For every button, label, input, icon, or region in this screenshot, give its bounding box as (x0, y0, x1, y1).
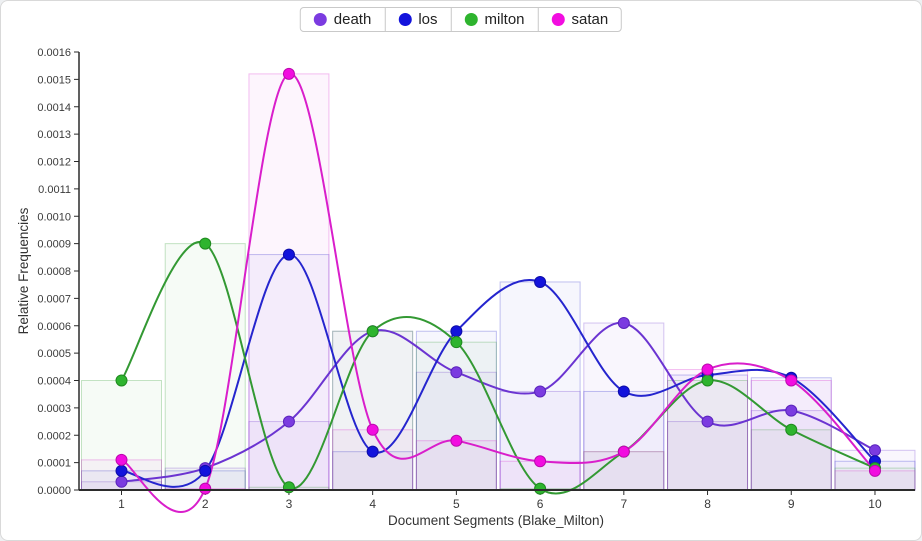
bar-los-3 (248, 254, 330, 491)
marker-satan-3[interactable] (282, 67, 295, 80)
y-tick-label: 0.0005 (37, 348, 71, 360)
marker-milton-3[interactable] (282, 481, 295, 494)
y-axis-title: Relative Frequencies (16, 207, 31, 334)
y-tick-label: 0.0008 (37, 266, 71, 278)
bar-milton-8 (667, 380, 749, 491)
marker-satan-7[interactable] (617, 445, 630, 458)
legend-swatch-los-icon (398, 13, 412, 26)
y-tick-label: 0.0011 (38, 184, 71, 196)
x-axis: 1 2 3 4 5 6 7 8 9 10 (118, 490, 882, 511)
legend-item-milton[interactable]: milton (450, 8, 538, 31)
marker-death-5[interactable] (450, 366, 463, 379)
marker-milton-8[interactable] (701, 374, 714, 387)
marker-milton-9[interactable] (785, 423, 798, 436)
marker-milton-4[interactable] (366, 325, 379, 338)
bar-milton-2 (164, 243, 246, 491)
y-axis: 0.0000 0.0001 0.0002 0.0003 0.0004 0.0005 0.00… (37, 47, 79, 497)
marker-satan-5[interactable] (450, 434, 463, 447)
marker-death-9[interactable] (785, 404, 798, 417)
x-tick-label: 5 (453, 497, 460, 511)
legend-item-satan[interactable]: satan (537, 8, 622, 31)
y-tick-label: 0.0015 (37, 74, 71, 86)
bar-los-5 (415, 330, 497, 491)
marker-los-1[interactable] (115, 464, 128, 477)
y-tick-label: 0.0014 (37, 102, 71, 114)
bar-milton-4 (332, 330, 414, 491)
marker-milton-1[interactable] (115, 374, 128, 387)
x-tick-label: 7 (620, 497, 627, 511)
marker-satan-8[interactable] (701, 363, 714, 376)
marker-death-6[interactable] (534, 385, 547, 398)
x-axis-title: Document Segments (Blake_Milton) (388, 513, 604, 528)
legend-item-death[interactable]: death (301, 8, 385, 31)
x-tick-label: 4 (369, 497, 376, 511)
y-tick-label: 0.0000 (37, 485, 71, 497)
bar-satan-7 (583, 451, 665, 491)
marker-los-7[interactable] (617, 385, 630, 398)
marker-death-3[interactable] (282, 415, 295, 428)
x-tick-label: 10 (868, 497, 882, 511)
marker-los-3[interactable] (282, 248, 295, 261)
legend-label: satan (571, 11, 609, 28)
y-tick-label: 0.0002 (37, 430, 71, 442)
legend-item-los[interactable]: los (384, 8, 450, 31)
series-markers-satan (115, 67, 881, 495)
series-line-satan (120, 72, 876, 513)
marker-los-2[interactable] (199, 464, 212, 477)
x-tick-label: 8 (704, 497, 711, 511)
x-tick-label: 2 (202, 497, 209, 511)
marker-los-4[interactable] (366, 445, 379, 458)
bar-satan-3 (248, 73, 330, 491)
bar-los-7 (583, 390, 665, 491)
marker-los-5[interactable] (450, 325, 463, 338)
marker-satan-6[interactable] (534, 455, 547, 468)
y-tick-label: 0.0009 (37, 239, 71, 251)
legend-swatch-milton-icon (464, 13, 478, 26)
marker-death-1[interactable] (115, 475, 128, 488)
series-line-death (121, 321, 876, 483)
x-tick-label: 1 (118, 497, 125, 511)
marker-los-6[interactable] (534, 275, 547, 288)
y-tick-label: 0.0001 (37, 458, 71, 470)
legend-swatch-satan-icon (551, 13, 565, 26)
y-tick-label: 0.0013 (37, 129, 71, 141)
y-tick-label: 0.0012 (37, 157, 71, 169)
bar-milton-9 (750, 429, 832, 491)
legend-label: death (333, 11, 372, 28)
marker-milton-5[interactable] (450, 336, 463, 349)
marker-satan-1[interactable] (115, 453, 128, 466)
marker-satan-4[interactable] (366, 423, 379, 436)
bar-death-3 (248, 421, 330, 491)
x-tick-label: 6 (537, 497, 544, 511)
y-tick-label: 0.0006 (37, 321, 71, 333)
legend-swatch-death-icon (313, 13, 327, 26)
y-tick-label: 0.0016 (37, 47, 71, 59)
series-markers-milton (115, 237, 881, 495)
bar-satan-4 (332, 429, 414, 491)
y-tick-label: 0.0010 (37, 211, 71, 223)
marker-satan-2[interactable] (199, 482, 212, 495)
marker-satan-9[interactable] (785, 374, 798, 387)
marker-milton-2[interactable] (199, 237, 212, 250)
marker-death-10[interactable] (868, 444, 881, 457)
legend-label: milton (484, 11, 525, 28)
legend-label: los (418, 11, 438, 28)
x-tick-label: 3 (286, 497, 293, 511)
marker-milton-6[interactable] (534, 482, 547, 495)
x-tick-label: 9 (788, 497, 795, 511)
y-tick-label: 0.0004 (37, 376, 71, 388)
marker-satan-10[interactable] (868, 464, 881, 477)
y-tick-label: 0.0003 (37, 403, 71, 415)
marker-death-8[interactable] (701, 415, 714, 428)
chart-legend: death los milton satan (299, 7, 623, 32)
y-tick-label: 0.0007 (37, 293, 71, 305)
marker-death-7[interactable] (617, 317, 630, 330)
